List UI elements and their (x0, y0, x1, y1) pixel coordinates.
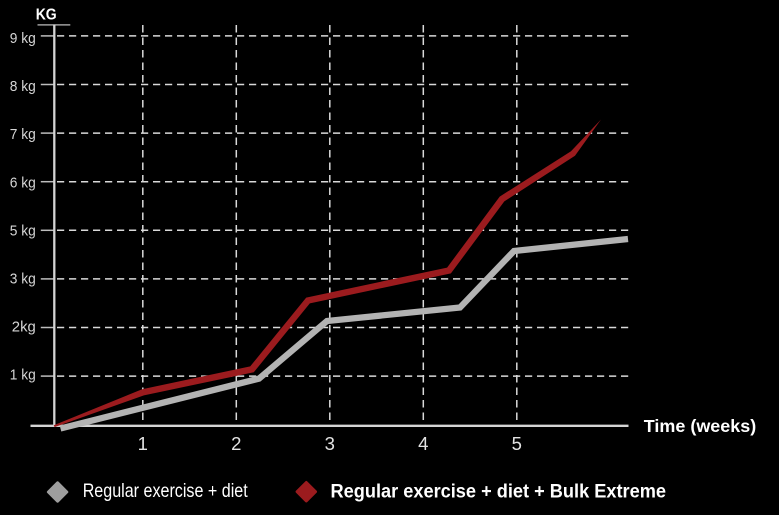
svg-text:KG: KG (36, 6, 57, 23)
svg-text:6 kg: 6 kg (10, 174, 36, 191)
svg-text:9 kg: 9 kg (10, 30, 36, 47)
svg-text:2: 2 (231, 433, 241, 454)
svg-text:5: 5 (512, 433, 522, 454)
svg-text:2kg: 2kg (12, 319, 36, 336)
svg-text:1 kg: 1 kg (10, 367, 36, 384)
svg-text:1: 1 (138, 433, 148, 454)
svg-text:7 kg: 7 kg (10, 126, 36, 143)
svg-text:4: 4 (418, 433, 428, 454)
svg-text:Time (weeks): Time (weeks) (644, 416, 756, 436)
svg-text:Regular exercise + diet + Bulk: Regular exercise + diet + Bulk Extreme (331, 481, 667, 503)
svg-text:Regular exercise + diet: Regular exercise + diet (83, 480, 248, 502)
svg-text:8 kg: 8 kg (10, 78, 36, 95)
svg-text:5 kg: 5 kg (10, 222, 36, 239)
svg-text:3: 3 (325, 433, 335, 454)
svg-text:3 kg: 3 kg (10, 271, 36, 288)
